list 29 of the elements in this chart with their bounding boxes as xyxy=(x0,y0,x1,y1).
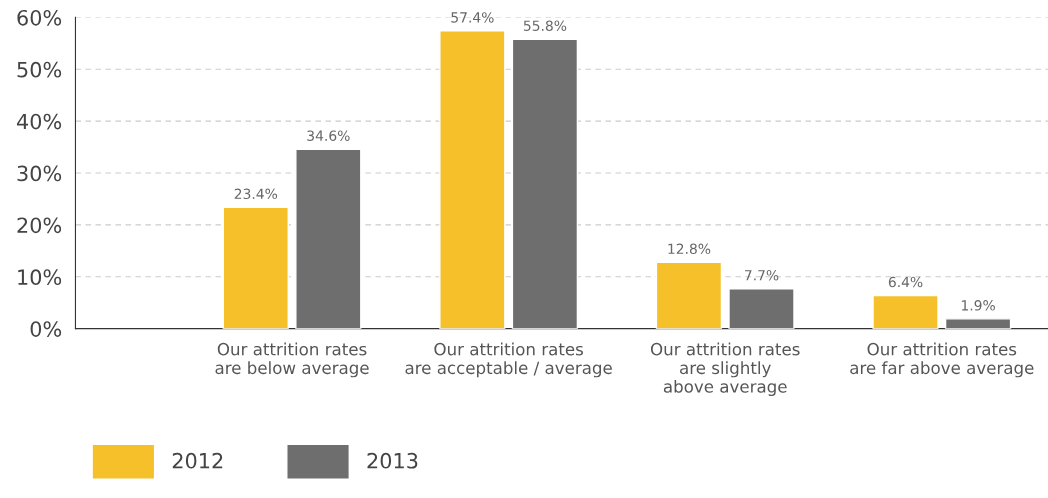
data-label: 34.6% xyxy=(307,130,350,141)
bar xyxy=(511,38,579,329)
y-tick-label: 0% xyxy=(30,321,62,337)
y-tick-label: 40% xyxy=(16,113,62,130)
y-tick-label: 30% xyxy=(17,165,62,182)
bar xyxy=(222,206,289,329)
data-label: 1.9% xyxy=(961,300,995,311)
x-tick-label: Our attrition rates are slightly above average xyxy=(650,342,800,397)
x-tick-label: Our attrition rates are below average xyxy=(215,342,369,378)
bar xyxy=(439,30,506,329)
y-tick-label: 10% xyxy=(18,269,62,286)
bar xyxy=(728,288,795,329)
x-tick-label: Our attrition rates are far above average xyxy=(850,342,1034,378)
data-label: 57.4% xyxy=(451,12,494,23)
bar xyxy=(655,261,723,329)
x-tick-label: Our attrition rates are acceptable / average xyxy=(405,342,612,378)
bar xyxy=(872,294,939,329)
y-tick-label: 20% xyxy=(17,217,62,234)
data-label: 7.7% xyxy=(744,269,779,281)
y-tick-label: 50% xyxy=(17,61,62,78)
data-label: 12.8% xyxy=(668,243,711,255)
bar xyxy=(295,148,362,329)
legend-label: 2012 xyxy=(172,452,223,469)
data-label: 23.4% xyxy=(234,188,278,200)
legend-label: 2013 xyxy=(367,452,418,469)
y-tick-label: 60% xyxy=(17,9,62,26)
data-label: 6.4% xyxy=(888,276,923,288)
data-label: 55.8% xyxy=(523,20,567,31)
bar xyxy=(944,318,1012,329)
